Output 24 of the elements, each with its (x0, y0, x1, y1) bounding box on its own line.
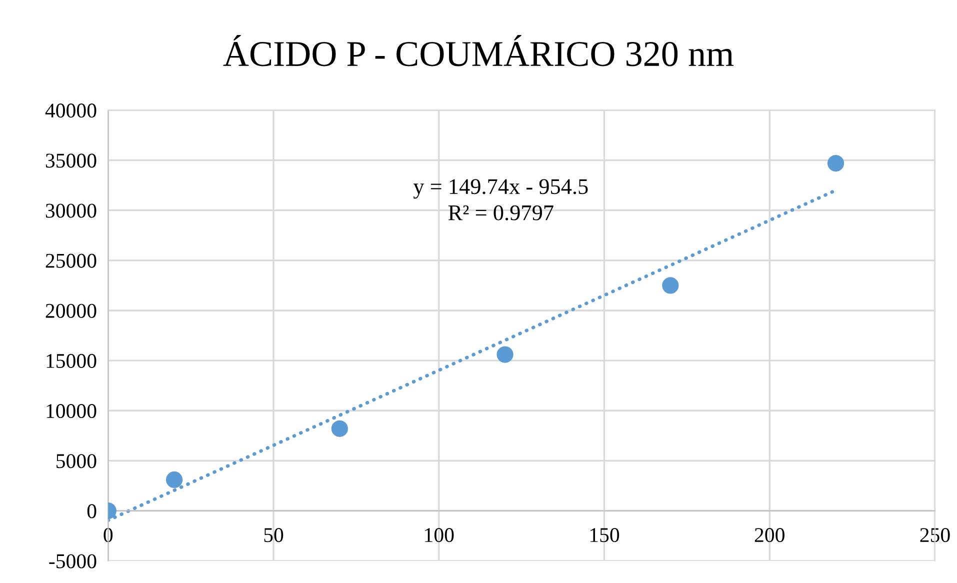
annotation: y = 149.74x - 954.5 (413, 179, 588, 199)
point (496, 346, 514, 363)
x-tick-label: 0 (104, 528, 113, 542)
y-tick-label: 25000 (46, 254, 96, 268)
chart-title: ÁCIDO P - COUMÁRICO 320 nm (223, 34, 734, 66)
x-tick-label: 200 (754, 528, 784, 542)
x-tick-label: 150 (590, 528, 620, 542)
y-tick-label: 5000 (56, 454, 96, 468)
point (827, 154, 844, 172)
y-tick-label: 20000 (46, 304, 96, 318)
y-tick-label: -5000 (49, 554, 96, 568)
y-tick-label: 15000 (46, 354, 96, 368)
x-tick-label: 50 (264, 528, 284, 542)
point (331, 420, 348, 437)
annotation: R² = 0.9797 (448, 205, 554, 220)
y-tick-label: 30000 (46, 204, 96, 218)
y-tick-label: 35000 (46, 154, 96, 168)
y-tick-label: 0 (87, 504, 96, 518)
x-tick-label: 100 (425, 528, 454, 542)
point (166, 471, 183, 488)
point (662, 277, 679, 294)
y-tick-label: 10000 (46, 404, 96, 418)
x-tick-label: 250 (920, 528, 950, 542)
y-tick-label: 40000 (45, 104, 96, 118)
